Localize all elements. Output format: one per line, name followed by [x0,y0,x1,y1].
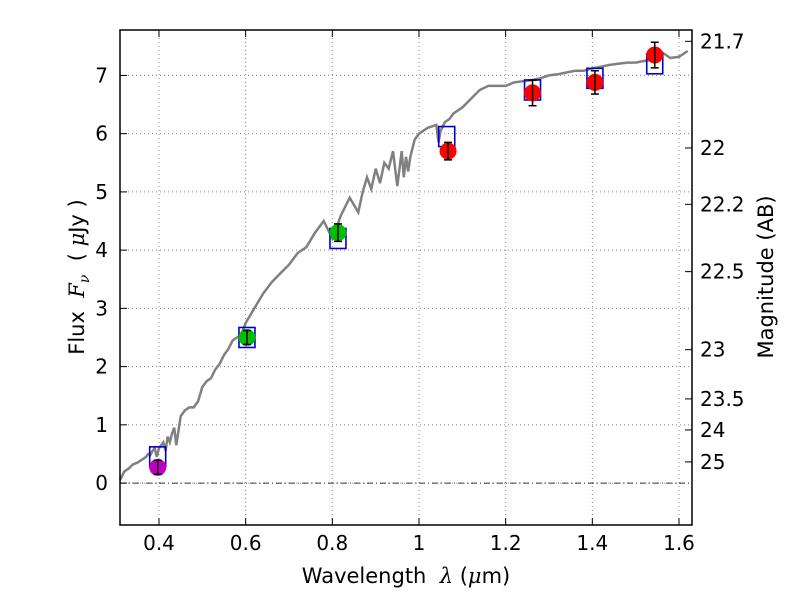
plot-frame [119,29,693,526]
x-tick-label: 0.8 [316,531,348,555]
right-tick-label: 24 [700,418,725,442]
y-tick-label: 5 [95,180,108,204]
y-tick-label: 0 [95,471,108,495]
y-tick-label: 2 [95,355,108,379]
right-tick-label: 23.5 [700,387,745,411]
y-tick-label: 7 [95,63,108,87]
y-tick-label: 6 [95,122,108,146]
plot-area-background [120,30,692,525]
x-axis: 0.4 0.6 0.8 1 1.2 1.4 1.6 [143,30,695,555]
observed-photometry [149,41,664,476]
x-axis-label: Wavelength λ (μm) [302,564,510,588]
model-spectrum-line [118,49,689,481]
right-axis-label: Magnitude (AB) [754,195,778,358]
right-tick-label: 22.5 [700,260,745,284]
y-tick-label: 3 [95,296,108,320]
right-tick-label: 23 [700,338,725,362]
x-tick-label: 1 [413,531,426,555]
y-tick-label: 1 [95,413,108,437]
right-tick-label: 22.2 [700,192,745,216]
right-tick-label: 22 [700,136,725,160]
grid [120,30,692,525]
right-axis: 21.7 22 22.2 22.5 23 23.5 24 25 [685,29,745,474]
y-tick-label: 4 [95,238,108,262]
x-tick-label: 1.2 [490,531,522,555]
x-tick-label: 0.4 [143,531,175,555]
right-tick-label: 25 [700,450,725,474]
y-axis: 0 1 2 3 4 5 6 7 [95,63,127,495]
x-tick-label: 1.6 [663,531,695,555]
right-tick-label: 21.7 [700,29,745,53]
y-axis-label: Flux Fν ( μJy ) [65,199,93,354]
x-tick-label: 1.4 [576,531,608,555]
x-tick-label: 0.6 [230,531,262,555]
